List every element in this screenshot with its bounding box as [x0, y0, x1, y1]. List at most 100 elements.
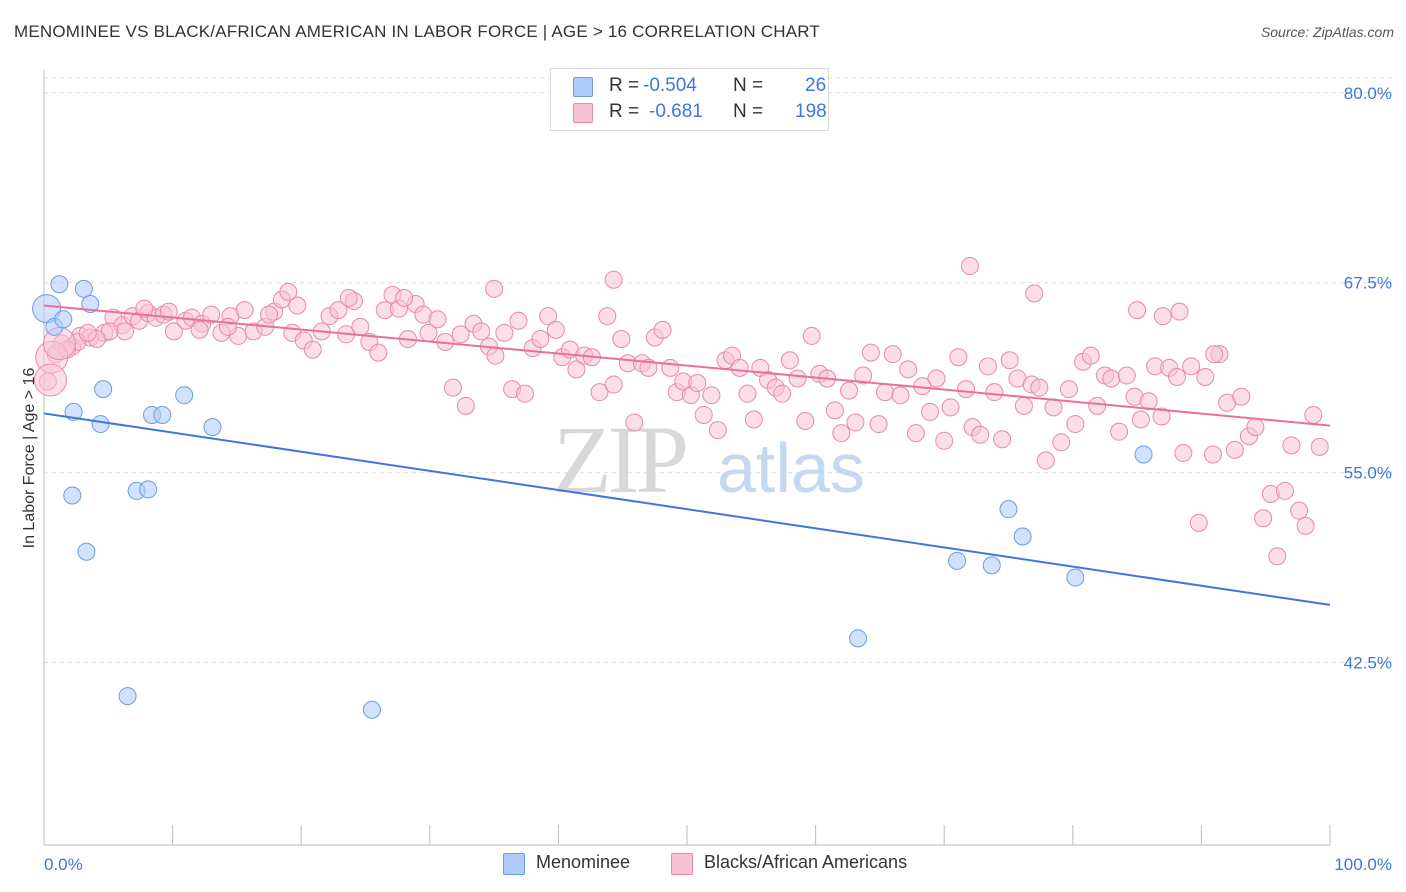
black-point — [1036, 451, 1055, 470]
black-point — [1139, 392, 1158, 411]
menominee-point — [54, 310, 73, 329]
black-point — [509, 311, 528, 330]
black-point — [451, 325, 470, 344]
black-point — [1189, 513, 1208, 532]
black-point — [1081, 346, 1100, 365]
black-point — [428, 310, 447, 329]
y-tick-label: 55.0% — [1344, 464, 1392, 483]
black-point — [971, 425, 990, 444]
black-point — [788, 369, 807, 388]
black-point — [1110, 422, 1129, 441]
legend-label-menominee: Menominee — [536, 852, 631, 872]
menominee-point — [948, 551, 967, 570]
y-tick-label: 42.5% — [1344, 654, 1392, 673]
legend-swatch-menominee — [503, 853, 525, 875]
series-menominee-points — [32, 275, 1153, 719]
menominee-point — [1134, 445, 1153, 464]
black-point — [116, 322, 135, 341]
black-point — [1052, 433, 1071, 452]
menominee-point — [999, 500, 1018, 519]
x-tick-label: 0.0% — [44, 855, 83, 874]
menominee-point — [982, 556, 1001, 575]
y-axis-label: In Labor Force | Age > 16 — [21, 368, 38, 549]
black-point — [738, 384, 757, 403]
black-point — [1174, 443, 1193, 462]
black-point — [625, 413, 644, 432]
menominee-point — [91, 415, 110, 434]
black-point — [1232, 387, 1251, 406]
black-point — [1310, 437, 1329, 456]
black-point — [949, 348, 968, 367]
black-point — [832, 424, 851, 443]
black-point — [590, 383, 609, 402]
menominee-point — [50, 275, 69, 294]
r-value: -0.504 — [643, 75, 697, 96]
black-point — [1153, 307, 1172, 326]
black-point — [993, 430, 1012, 449]
black-point — [235, 301, 254, 320]
black-point — [1205, 345, 1224, 364]
y-tick-label: 67.5% — [1344, 274, 1392, 293]
black-point — [883, 345, 902, 364]
black-point — [906, 424, 925, 443]
black-point — [1025, 284, 1044, 303]
black-point — [802, 326, 821, 345]
black-point — [1167, 367, 1186, 386]
black-point — [978, 357, 997, 376]
black-point — [485, 279, 504, 298]
legend-swatch-menominee — [573, 77, 593, 97]
black-point — [1304, 405, 1323, 424]
black-point — [1225, 440, 1244, 459]
black-point — [1268, 547, 1287, 566]
chart-title: MENOMINEE VS BLACK/AFRICAN AMERICAN IN L… — [14, 22, 821, 41]
black-point — [288, 296, 307, 315]
black-point — [604, 270, 623, 289]
black-point — [869, 415, 888, 434]
menominee-point — [139, 480, 158, 499]
menominee-point — [77, 542, 96, 561]
black-point — [351, 317, 370, 336]
black-point — [218, 317, 237, 336]
black-point — [876, 383, 895, 402]
black-point — [985, 383, 1004, 402]
black-point — [456, 396, 475, 415]
black-point — [531, 329, 550, 348]
black-point — [202, 305, 221, 324]
black-point — [1290, 501, 1309, 520]
black-point — [369, 343, 388, 362]
black-point — [539, 307, 558, 326]
n-value: 26 — [805, 75, 827, 96]
black-point — [1246, 418, 1265, 437]
black-point — [846, 413, 865, 432]
menominee-point — [118, 687, 137, 706]
n-value: 198 — [795, 101, 827, 122]
black-point — [1254, 509, 1273, 528]
black-point — [329, 301, 348, 320]
black-point — [957, 380, 976, 399]
n-label: N = — [733, 101, 764, 122]
black-point — [1282, 436, 1301, 455]
black-point — [515, 384, 534, 403]
x-tick-label: 100.0% — [1334, 855, 1392, 874]
legend-swatch-black — [671, 853, 693, 875]
black-point — [921, 402, 940, 421]
black-point — [1014, 396, 1033, 415]
black-point — [708, 421, 727, 440]
black-point — [1131, 410, 1150, 429]
black-point — [780, 351, 799, 370]
black-point — [190, 320, 209, 339]
black-point — [1182, 357, 1201, 376]
legend-label-black: Blacks/African Americans — [704, 852, 908, 872]
black-point — [339, 288, 358, 307]
black-point — [840, 381, 859, 400]
menominee-point — [81, 295, 100, 314]
black-point — [1102, 369, 1121, 388]
black-point — [1170, 302, 1189, 321]
black-point — [661, 358, 680, 377]
black-point — [773, 384, 792, 403]
black-point — [935, 431, 954, 450]
r-label: R = — [609, 101, 640, 122]
watermark-zip: ZIP — [553, 406, 686, 513]
menominee-point — [94, 380, 113, 399]
